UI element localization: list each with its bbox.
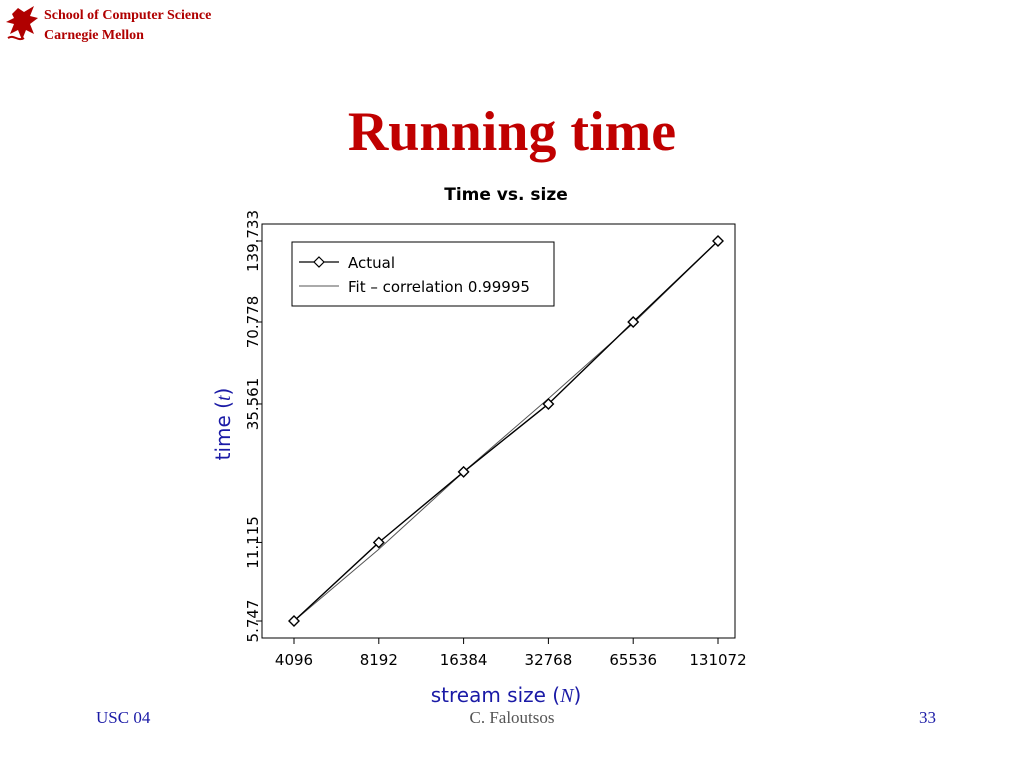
data-point-actual xyxy=(457,465,470,478)
y-axis-label: time (t) xyxy=(211,388,235,461)
data-point-actual xyxy=(712,235,724,247)
x-tick-label: 16384 xyxy=(440,651,488,669)
chart-title: Time vs. size xyxy=(444,185,568,205)
x-tick-label: 8192 xyxy=(360,651,398,669)
y-tick-label: 5.747 xyxy=(244,600,262,643)
data-point-actual xyxy=(542,397,555,410)
slide-title: Running time xyxy=(347,101,677,163)
x-tick-label: 131072 xyxy=(689,651,746,669)
y-axis-label-prefix: time ( xyxy=(211,401,235,460)
series-line-fit xyxy=(293,240,719,622)
x-axis-label-var: N xyxy=(559,685,575,707)
footer-author: C. Faloutsos xyxy=(469,708,555,727)
plot-frame xyxy=(261,223,736,639)
x-tick-label: 32768 xyxy=(525,651,573,669)
y-tick-label: 11.115 xyxy=(244,516,262,569)
x-tick-label: 4096 xyxy=(275,651,313,669)
series-line-actual xyxy=(293,240,719,622)
x-tick-label: 65536 xyxy=(609,651,657,669)
x-axis-label: stream size (N) xyxy=(431,683,582,707)
y-tick-label: 139.733 xyxy=(244,210,262,272)
griffin-logo-icon xyxy=(6,6,38,41)
data-point-actual xyxy=(627,316,640,328)
x-axis-label-suffix: ) xyxy=(573,683,581,707)
x-axis-label-prefix: stream size ( xyxy=(431,683,560,707)
series-group xyxy=(288,235,724,627)
y-axis-label-var: t xyxy=(213,395,235,401)
data-point-actual xyxy=(372,536,385,549)
y-tick-label: 35.561 xyxy=(244,378,262,431)
data-point-actual xyxy=(288,615,300,627)
header-school-name: School of Computer Science xyxy=(44,8,212,23)
y-tick-label: 70.778 xyxy=(244,296,262,349)
footer-venue: USC 04 xyxy=(96,708,151,727)
legend-label-actual: Actual xyxy=(348,254,395,272)
legend-box xyxy=(291,241,555,307)
y-axis-label-suffix: ) xyxy=(211,388,235,396)
chart: Time vs. size 4096 8192 16384 32768 65536 131… xyxy=(211,185,747,707)
legend-label-fit: Fit – correlation 0.99995 xyxy=(348,278,530,296)
legend: Actual Fit – correlation 0.99995 xyxy=(291,241,555,307)
axes: 4096 8192 16384 32768 65536 131072 5.747 11.115… xyxy=(244,210,747,669)
footer-page-number: 33 xyxy=(919,708,936,727)
legend-actual-marker xyxy=(313,256,325,268)
header-university-name: Carnegie Mellon xyxy=(44,28,144,43)
